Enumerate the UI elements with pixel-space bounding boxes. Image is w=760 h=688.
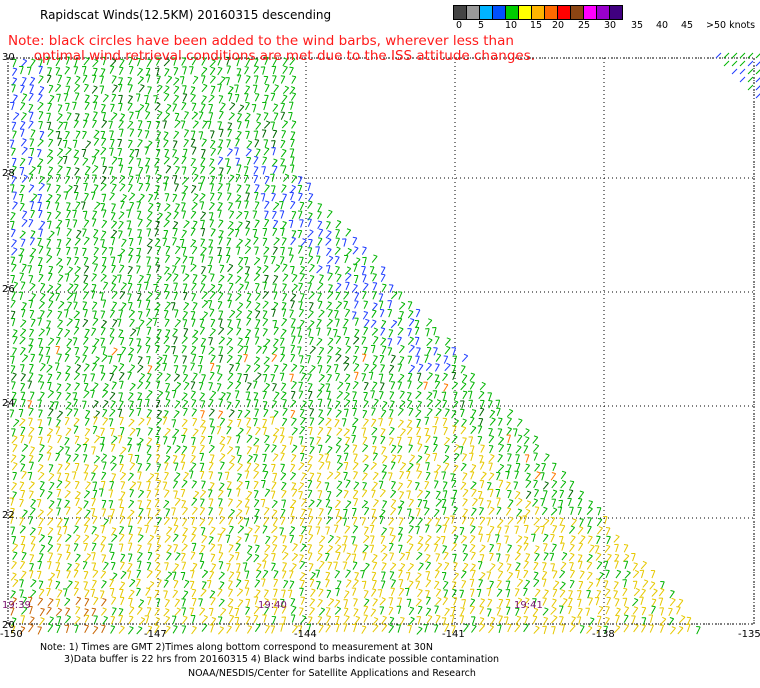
footer-credit: NOAA/NESDIS/Center for Satellite Applica… xyxy=(188,668,476,679)
time-label-1941: 19:41 xyxy=(514,600,543,611)
colorbar-labels: 0 5 10 15 20 25 30 35 40 45 >50 knots xyxy=(448,20,758,32)
colorbar-label: 40 xyxy=(656,20,669,31)
colorbar-label: 35 xyxy=(631,20,644,31)
lat-label-24: 24 xyxy=(2,398,15,409)
footer-note-line-2: 3)Data buffer is 22 hrs from 20160315 4)… xyxy=(64,654,500,665)
lat-label-22: 22 xyxy=(2,510,15,521)
time-label-1940: 19:40 xyxy=(258,600,287,611)
wind-barb-field xyxy=(9,52,760,635)
colorbar-label: 30 xyxy=(604,20,617,31)
colorbar-label: 0 xyxy=(456,20,463,31)
lon-label-138: -138 xyxy=(592,629,615,640)
time-label-1939: 19:39 xyxy=(2,600,31,611)
lon-label-135: -135 xyxy=(738,629,760,640)
lon-label-147: -147 xyxy=(144,629,167,640)
attitude-note-line-2: optimal wind retrieval conditions are me… xyxy=(8,48,536,64)
attitude-note: Note: black circles have been added to t… xyxy=(8,34,535,64)
colorbar-label: 10 xyxy=(505,20,518,31)
colorbar-label: >50 knots xyxy=(706,20,756,31)
lon-label-144: -144 xyxy=(294,629,317,640)
attitude-note-line-1: Note: black circles have been added to t… xyxy=(8,33,514,49)
lon-label-141: -141 xyxy=(442,629,465,640)
colorbar-label: 25 xyxy=(578,20,591,31)
lat-label-28: 28 xyxy=(2,168,15,179)
map-title: Rapidscat Winds(12.5KM) 20160315 descend… xyxy=(40,8,332,22)
lat-label-26: 26 xyxy=(2,284,15,295)
lon-label-150: -150 xyxy=(0,629,23,640)
colorbar-label: 20 xyxy=(552,20,565,31)
colorbar-label: 45 xyxy=(681,20,694,31)
lat-label-30: 30 xyxy=(2,52,15,63)
lat-label-20: 20 xyxy=(2,620,15,631)
wind-speed-colorbar xyxy=(453,5,623,20)
colorbar-label: 15 xyxy=(530,20,543,31)
colorbar-label: 5 xyxy=(478,20,485,31)
footer-note-line-1: Note: 1) Times are GMT 2)Times along bot… xyxy=(40,642,433,653)
colorbar-swatch xyxy=(609,5,623,20)
